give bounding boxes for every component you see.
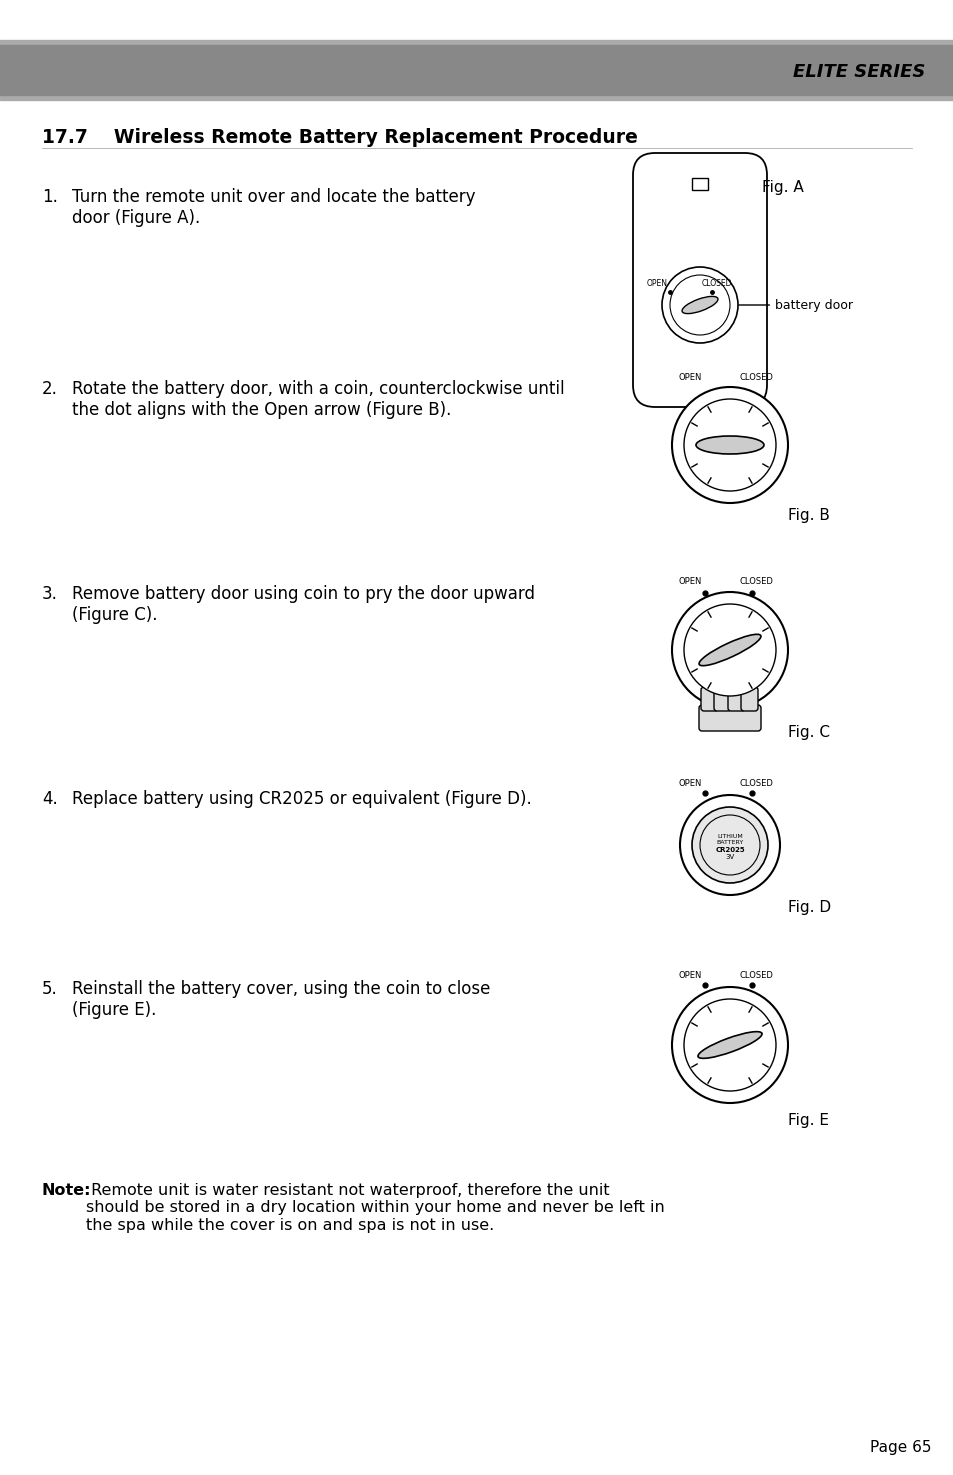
- Text: 1.: 1.: [42, 187, 58, 206]
- FancyBboxPatch shape: [699, 705, 760, 732]
- Circle shape: [683, 400, 775, 491]
- Text: OPEN: OPEN: [678, 373, 701, 382]
- Text: Fig. D: Fig. D: [787, 900, 830, 914]
- Bar: [0, 46, 953, 94]
- Circle shape: [669, 274, 729, 335]
- Circle shape: [691, 807, 767, 884]
- Text: 3V: 3V: [724, 854, 734, 860]
- Ellipse shape: [699, 634, 760, 665]
- FancyBboxPatch shape: [700, 687, 718, 711]
- Text: CLOSED: CLOSED: [740, 373, 773, 382]
- Text: BATTERY: BATTERY: [716, 841, 742, 845]
- Text: 3.: 3.: [42, 586, 58, 603]
- Text: Fig. E: Fig. E: [787, 1114, 828, 1128]
- Text: 2.: 2.: [42, 381, 58, 398]
- Bar: [0, 40, 953, 100]
- Text: Note:: Note:: [42, 1183, 91, 1198]
- Circle shape: [700, 816, 760, 875]
- Text: Remote unit is water resistant not waterproof, therefore the unit
should be stor: Remote unit is water resistant not water…: [86, 1183, 664, 1233]
- Circle shape: [671, 987, 787, 1103]
- Text: 5.: 5.: [42, 979, 58, 999]
- Text: OPEN: OPEN: [678, 779, 701, 788]
- Text: 17.7    Wireless Remote Battery Replacement Procedure: 17.7 Wireless Remote Battery Replacement…: [42, 128, 638, 148]
- Text: Rotate the battery door, with a coin, counterclockwise until
the dot aligns with: Rotate the battery door, with a coin, co…: [71, 381, 564, 419]
- Text: Fig. A: Fig. A: [761, 180, 803, 195]
- Circle shape: [661, 267, 738, 344]
- Circle shape: [683, 999, 775, 1092]
- Circle shape: [671, 591, 787, 708]
- Text: CLOSED: CLOSED: [740, 971, 773, 979]
- Text: CLOSED: CLOSED: [701, 279, 732, 288]
- Text: Fig. C: Fig. C: [787, 726, 829, 740]
- Text: ELITE SERIES: ELITE SERIES: [792, 63, 924, 81]
- Text: OPEN: OPEN: [678, 578, 701, 587]
- Ellipse shape: [698, 1031, 761, 1059]
- Text: Page 65: Page 65: [869, 1440, 930, 1454]
- Circle shape: [679, 795, 780, 895]
- Text: OPEN: OPEN: [646, 279, 667, 288]
- Ellipse shape: [696, 437, 763, 454]
- FancyBboxPatch shape: [740, 687, 758, 711]
- Circle shape: [683, 603, 775, 696]
- Bar: [691, 178, 707, 190]
- Text: Reinstall the battery cover, using the coin to close
(Figure E).: Reinstall the battery cover, using the c…: [71, 979, 490, 1019]
- Text: OPEN: OPEN: [678, 971, 701, 979]
- Ellipse shape: [681, 296, 718, 314]
- FancyBboxPatch shape: [727, 687, 744, 711]
- Text: Replace battery using CR2025 or equivalent (Figure D).: Replace battery using CR2025 or equivale…: [71, 791, 531, 808]
- Text: CLOSED: CLOSED: [740, 578, 773, 587]
- Circle shape: [671, 386, 787, 503]
- FancyBboxPatch shape: [633, 153, 766, 407]
- Text: LITHIUM: LITHIUM: [717, 833, 742, 838]
- Text: 4.: 4.: [42, 791, 58, 808]
- Text: CLOSED: CLOSED: [740, 779, 773, 788]
- Text: CR2025: CR2025: [715, 847, 744, 853]
- Text: Turn the remote unit over and locate the battery
door (Figure A).: Turn the remote unit over and locate the…: [71, 187, 475, 227]
- Text: Fig. B: Fig. B: [787, 507, 829, 524]
- Text: battery door: battery door: [738, 298, 852, 311]
- Text: Remove battery door using coin to pry the door upward
(Figure C).: Remove battery door using coin to pry th…: [71, 586, 535, 624]
- FancyBboxPatch shape: [713, 687, 730, 711]
